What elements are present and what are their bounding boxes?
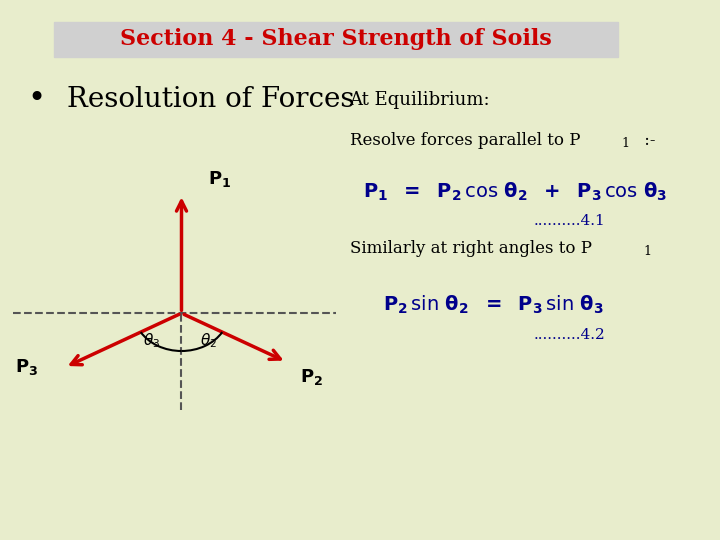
Bar (54, 22, 618, 57)
Text: $\mathbf{P_1\ \ =\ \ P_2\,\cos\,\theta_2\ \ +\ \ P_3\,\cos\,\theta_3}$: $\mathbf{P_1\ \ =\ \ P_2\,\cos\,\theta_2… (363, 180, 667, 203)
Text: $\theta_3$: $\theta_3$ (143, 331, 160, 349)
Text: At Equilibrium:: At Equilibrium: (349, 91, 490, 109)
Text: :-: :- (639, 132, 655, 149)
Text: $\theta_2$: $\theta_2$ (200, 331, 217, 349)
Text: $\mathbf{P_3}$: $\mathbf{P_3}$ (15, 357, 38, 377)
Text: $\mathbf{P_2\,\sin\,\theta_2\ \ =\ \ P_3\,\sin\,\theta_3}$: $\mathbf{P_2\,\sin\,\theta_2\ \ =\ \ P_3… (383, 294, 604, 316)
Text: 1: 1 (622, 137, 630, 150)
Text: ..........4.1: ..........4.1 (534, 214, 605, 228)
Text: Similarly at right angles to P: Similarly at right angles to P (349, 240, 592, 257)
Text: $\mathbf{P_1}$: $\mathbf{P_1}$ (208, 169, 232, 189)
Text: ..........4.2: ..........4.2 (534, 328, 605, 342)
Text: 1: 1 (643, 245, 652, 258)
Text: Resolve forces parallel to P: Resolve forces parallel to P (349, 132, 580, 149)
Text: •: • (27, 84, 45, 116)
Text: Resolution of Forces: Resolution of Forces (67, 86, 355, 113)
Text: Section 4 - Shear Strength of Soils: Section 4 - Shear Strength of Soils (120, 28, 552, 50)
Text: $\mathbf{P_2}$: $\mathbf{P_2}$ (300, 367, 323, 387)
